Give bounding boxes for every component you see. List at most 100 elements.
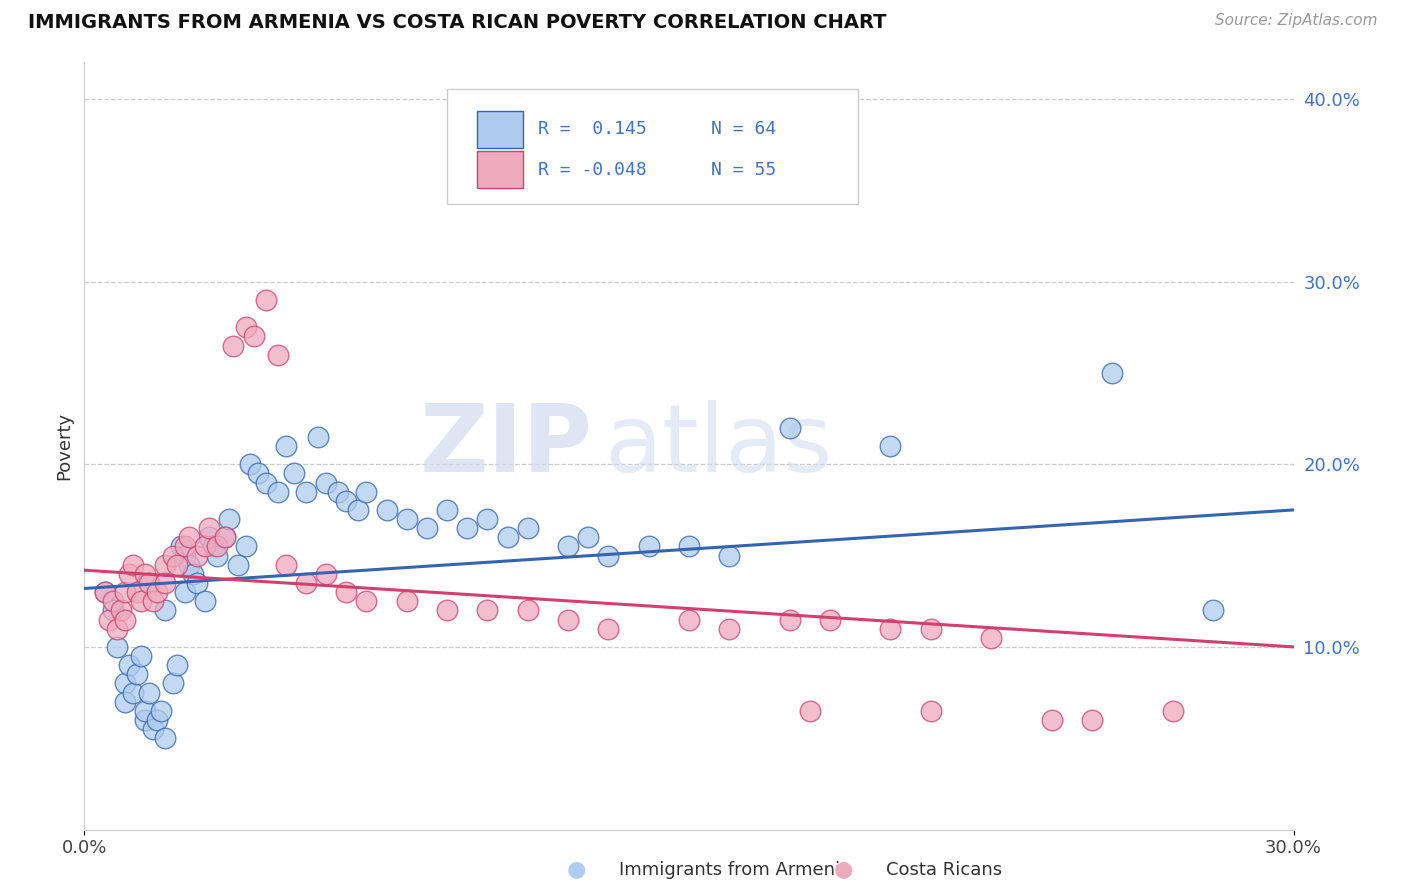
Point <box>678 540 700 554</box>
Point <box>274 439 297 453</box>
Point <box>1040 713 1063 727</box>
Point <box>207 540 229 554</box>
Text: R = -0.048: R = -0.048 <box>538 161 647 178</box>
Point <box>166 558 188 572</box>
Point <box>166 658 188 673</box>
Point <box>174 540 197 554</box>
Point <box>174 549 197 563</box>
Point <box>125 585 148 599</box>
Point <box>214 530 236 544</box>
Text: Source: ZipAtlas.com: Source: ZipAtlas.com <box>1215 13 1378 29</box>
Text: atlas: atlas <box>605 400 832 492</box>
Point <box>101 603 124 617</box>
Point <box>799 704 821 718</box>
Point <box>198 530 221 544</box>
Point <box>395 512 418 526</box>
Point <box>1202 603 1225 617</box>
Point <box>779 613 801 627</box>
Point <box>637 540 659 554</box>
Point <box>436 603 458 617</box>
Point <box>697 128 720 143</box>
Point <box>134 704 156 718</box>
Y-axis label: Poverty: Poverty <box>55 412 73 480</box>
Point <box>174 585 197 599</box>
Text: Immigrants from Armenia: Immigrants from Armenia <box>619 861 851 879</box>
Point <box>239 457 262 471</box>
Point <box>1161 704 1184 718</box>
Point <box>315 566 337 581</box>
Point <box>347 503 370 517</box>
Point <box>356 594 378 608</box>
Point <box>134 713 156 727</box>
Point <box>436 503 458 517</box>
Point <box>879 622 901 636</box>
Text: IMMIGRANTS FROM ARMENIA VS COSTA RICAN POVERTY CORRELATION CHART: IMMIGRANTS FROM ARMENIA VS COSTA RICAN P… <box>28 13 887 32</box>
Point <box>170 540 193 554</box>
Point <box>138 576 160 591</box>
Point <box>129 648 152 663</box>
Point <box>105 640 128 654</box>
Point <box>114 585 136 599</box>
Point <box>153 558 176 572</box>
Point <box>226 558 249 572</box>
Point <box>557 540 579 554</box>
Point <box>242 329 264 343</box>
Point <box>718 549 741 563</box>
Point <box>307 430 329 444</box>
Point <box>267 484 290 499</box>
Point <box>202 540 225 554</box>
Text: ZIP: ZIP <box>419 400 592 492</box>
Point <box>121 685 143 699</box>
Point <box>718 622 741 636</box>
Point <box>516 603 538 617</box>
Point <box>456 521 478 535</box>
Text: R =  0.145: R = 0.145 <box>538 120 647 138</box>
Text: ●: ● <box>834 860 853 880</box>
Point <box>1101 366 1123 380</box>
Point <box>246 467 269 481</box>
Point <box>125 667 148 681</box>
Point <box>105 622 128 636</box>
Point <box>121 558 143 572</box>
Point <box>678 613 700 627</box>
Point <box>557 613 579 627</box>
Point <box>129 594 152 608</box>
Point <box>179 558 201 572</box>
Point <box>181 566 204 581</box>
Point <box>375 503 398 517</box>
Point <box>235 540 257 554</box>
Point <box>198 521 221 535</box>
Point <box>315 475 337 490</box>
Text: N = 55: N = 55 <box>710 161 776 178</box>
Point <box>356 484 378 499</box>
Point <box>142 722 165 736</box>
Point <box>146 713 169 727</box>
Point <box>477 512 499 526</box>
Point <box>142 594 165 608</box>
Point <box>153 576 176 591</box>
Point <box>818 613 841 627</box>
Point <box>214 530 236 544</box>
Point <box>186 549 208 563</box>
Point <box>149 704 172 718</box>
Point <box>222 338 245 352</box>
Point <box>162 549 184 563</box>
Point <box>153 731 176 746</box>
Text: ●: ● <box>567 860 586 880</box>
Point <box>1081 713 1104 727</box>
Point <box>179 530 201 544</box>
Point <box>186 576 208 591</box>
Point <box>295 484 318 499</box>
Point <box>254 475 277 490</box>
Point <box>146 585 169 599</box>
Point <box>235 320 257 334</box>
FancyBboxPatch shape <box>447 89 858 204</box>
Point <box>920 704 942 718</box>
Point <box>879 439 901 453</box>
Point <box>114 695 136 709</box>
Point <box>283 467 305 481</box>
Point <box>496 530 519 544</box>
Point <box>218 512 240 526</box>
Point <box>134 566 156 581</box>
Point <box>254 293 277 307</box>
